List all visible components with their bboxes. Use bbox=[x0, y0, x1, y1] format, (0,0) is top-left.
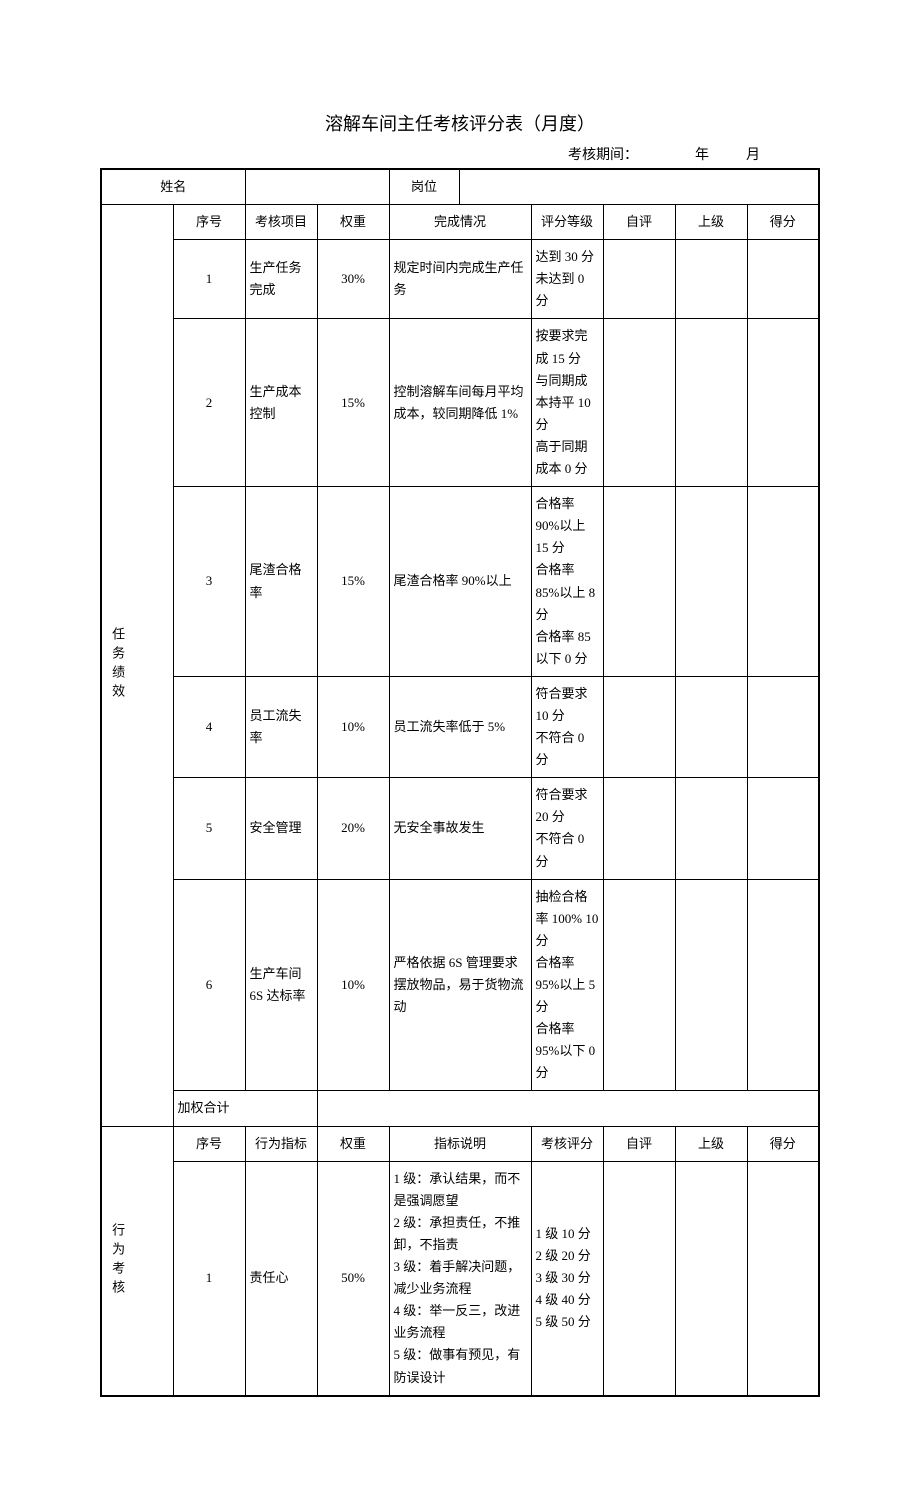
s2-header: 行为考核 序号 行为指标 权重 指标说明 考核评分 自评 上级 得分 bbox=[101, 1126, 819, 1161]
table-row: 6 生产车间 6S 达标率 10% 严格依据 6S 管理要求摆放物品，易于货物流… bbox=[101, 879, 819, 1091]
s1-col-self: 自评 bbox=[603, 205, 675, 240]
cell: 无安全事故发生 bbox=[389, 778, 531, 879]
cell: 尾渣合格率 bbox=[245, 487, 317, 677]
cell bbox=[675, 1161, 747, 1395]
subtotal-value bbox=[317, 1091, 819, 1126]
cell bbox=[603, 778, 675, 879]
position-value bbox=[459, 169, 819, 205]
subtotal-label: 加权合计 bbox=[173, 1091, 317, 1126]
s1-col-num: 序号 bbox=[173, 205, 245, 240]
cell bbox=[747, 1161, 819, 1395]
s1-col-score: 得分 bbox=[747, 205, 819, 240]
table-row: 1 生产任务完成 30% 规定时间内完成生产任务 达到 30 分未达到 0 分 bbox=[101, 240, 819, 319]
cell bbox=[603, 487, 675, 677]
cell: 1 bbox=[173, 1161, 245, 1395]
cell: 30% bbox=[317, 240, 389, 319]
s1-header: 任务绩效 序号 考核项目 权重 完成情况 评分等级 自评 上级 得分 bbox=[101, 205, 819, 240]
cell: 4 bbox=[173, 676, 245, 777]
table-row: 3 尾渣合格率 15% 尾渣合格率 90%以上 合格率 90%以上 15 分合格… bbox=[101, 487, 819, 677]
cell: 尾渣合格率 90%以上 bbox=[389, 487, 531, 677]
cell: 50% bbox=[317, 1161, 389, 1395]
cell bbox=[747, 879, 819, 1091]
period-line: 考核期间： 年 月 bbox=[100, 144, 820, 164]
cell bbox=[675, 676, 747, 777]
s1-col-item: 考核项目 bbox=[245, 205, 317, 240]
cell bbox=[603, 676, 675, 777]
cell: 员工流失率低于 5% bbox=[389, 676, 531, 777]
s2-col-item: 行为指标 bbox=[245, 1126, 317, 1161]
cell: 1 bbox=[173, 240, 245, 319]
cell bbox=[603, 1161, 675, 1395]
cell: 责任心 bbox=[245, 1161, 317, 1395]
doc-title: 溶解车间主任考核评分表（月度） bbox=[100, 110, 820, 136]
s1-col-weight: 权重 bbox=[317, 205, 389, 240]
table-row: 1 责任心 50% 1 级：承认结果，而不是强调愿望2 级：承担责任，不推卸，不… bbox=[101, 1161, 819, 1395]
s1-col-grade: 评分等级 bbox=[531, 205, 603, 240]
cell bbox=[747, 240, 819, 319]
s2-col-weight: 权重 bbox=[317, 1126, 389, 1161]
cell: 生产车间 6S 达标率 bbox=[245, 879, 317, 1091]
cell bbox=[603, 879, 675, 1091]
position-label: 岗位 bbox=[389, 169, 459, 205]
cell bbox=[747, 676, 819, 777]
cell bbox=[675, 487, 747, 677]
cell: 1 级：承认结果，而不是强调愿望2 级：承担责任，不推卸，不指责3 级：着手解决… bbox=[389, 1161, 531, 1395]
cell bbox=[675, 240, 747, 319]
cell bbox=[675, 319, 747, 487]
s2-col-self: 自评 bbox=[603, 1126, 675, 1161]
cell: 控制溶解车间每月平均成本，较同期降低 1% bbox=[389, 319, 531, 487]
cell: 5 bbox=[173, 778, 245, 879]
table-row: 2 生产成本控制 15% 控制溶解车间每月平均成本，较同期降低 1% 按要求完成… bbox=[101, 319, 819, 487]
subtotal-row: 加权合计 bbox=[101, 1091, 819, 1126]
cell: 10% bbox=[317, 879, 389, 1091]
s2-col-score: 得分 bbox=[747, 1126, 819, 1161]
s2-col-sup: 上级 bbox=[675, 1126, 747, 1161]
name-value bbox=[245, 169, 389, 205]
cell: 合格率 90%以上 15 分合格率 85%以上 8 分合格率 85 以下 0 分 bbox=[531, 487, 603, 677]
cell: 15% bbox=[317, 487, 389, 677]
cell bbox=[603, 240, 675, 319]
assessment-table: 姓名 岗位 任务绩效 序号 考核项目 权重 完成情况 评分等级 自评 上级 得分… bbox=[100, 168, 820, 1397]
cell: 规定时间内完成生产任务 bbox=[389, 240, 531, 319]
s2-col-grade: 考核评分 bbox=[531, 1126, 603, 1161]
cell: 达到 30 分未达到 0 分 bbox=[531, 240, 603, 319]
cell: 符合要求 20 分不符合 0 分 bbox=[531, 778, 603, 879]
cell: 15% bbox=[317, 319, 389, 487]
year-label: 年 bbox=[695, 144, 709, 164]
cell: 生产成本控制 bbox=[245, 319, 317, 487]
cell bbox=[603, 319, 675, 487]
table-row: 5 安全管理 20% 无安全事故发生 符合要求 20 分不符合 0 分 bbox=[101, 778, 819, 879]
cell: 抽检合格率 100% 10 分合格率 95%以上 5 分合格率 95%以下 0 … bbox=[531, 879, 603, 1091]
cell bbox=[675, 778, 747, 879]
cell bbox=[675, 879, 747, 1091]
s2-col-desc: 指标说明 bbox=[389, 1126, 531, 1161]
cell: 符合要求 10 分不符合 0 分 bbox=[531, 676, 603, 777]
cell: 6 bbox=[173, 879, 245, 1091]
cell bbox=[747, 319, 819, 487]
month-label: 月 bbox=[746, 144, 760, 164]
cell: 1 级 10 分2 级 20 分3 级 30 分4 级 40 分5 级 50 分 bbox=[531, 1161, 603, 1395]
cell bbox=[747, 778, 819, 879]
name-label: 姓名 bbox=[101, 169, 245, 205]
cell: 员工流失率 bbox=[245, 676, 317, 777]
cell: 2 bbox=[173, 319, 245, 487]
s1-col-sup: 上级 bbox=[675, 205, 747, 240]
period-label: 考核期间： bbox=[568, 144, 638, 164]
name-row: 姓名 岗位 bbox=[101, 169, 819, 205]
cell: 安全管理 bbox=[245, 778, 317, 879]
cell: 20% bbox=[317, 778, 389, 879]
table-row: 4 员工流失率 10% 员工流失率低于 5% 符合要求 10 分不符合 0 分 bbox=[101, 676, 819, 777]
cell: 10% bbox=[317, 676, 389, 777]
cell bbox=[747, 487, 819, 677]
s1-category: 任务绩效 bbox=[101, 205, 173, 1126]
cell: 生产任务完成 bbox=[245, 240, 317, 319]
cell: 按要求完成 15 分与同期成本持平 10 分高于同期成本 0 分 bbox=[531, 319, 603, 487]
s2-col-num: 序号 bbox=[173, 1126, 245, 1161]
s1-col-status: 完成情况 bbox=[389, 205, 531, 240]
cell: 3 bbox=[173, 487, 245, 677]
cell: 严格依据 6S 管理要求摆放物品，易于货物流动 bbox=[389, 879, 531, 1091]
s2-category: 行为考核 bbox=[101, 1126, 173, 1396]
